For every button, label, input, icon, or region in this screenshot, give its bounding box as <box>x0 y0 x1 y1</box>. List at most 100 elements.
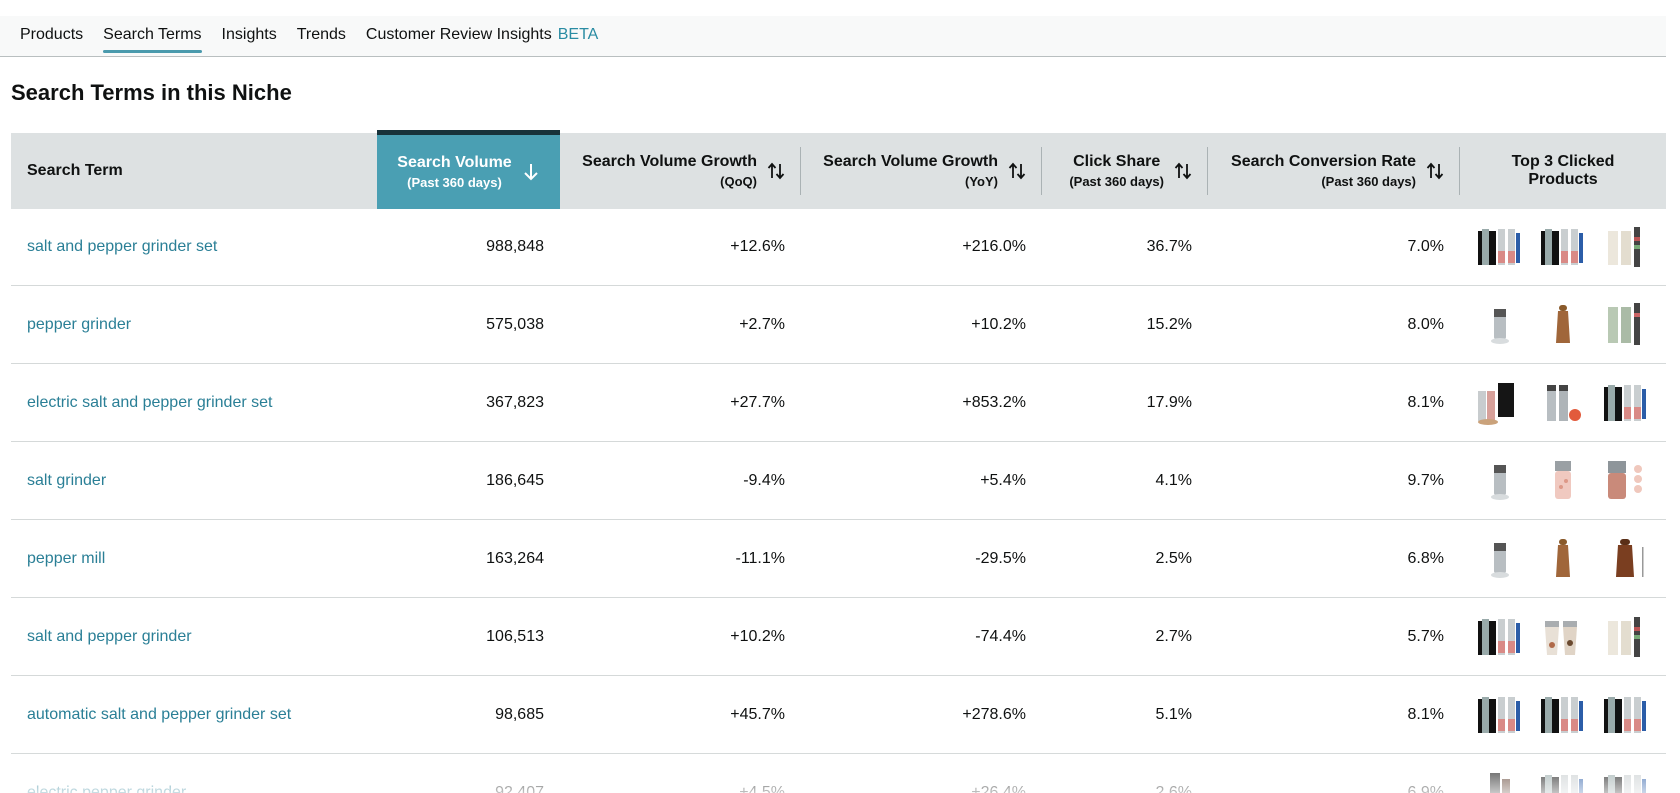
product-thumbnail[interactable] <box>1539 691 1587 739</box>
table-row: electric salt and pepper grinder set 367,… <box>11 363 1666 442</box>
sort-icon[interactable] <box>1174 161 1192 181</box>
header-label: Search Volume Growth <box>823 152 998 170</box>
search-volume-cell: 367,823 <box>377 363 560 442</box>
header-growth-qoq[interactable]: Search Volume Growth (QoQ) <box>560 132 801 209</box>
growth-qoq-cell: +2.7% <box>560 285 801 364</box>
sort-icon[interactable] <box>767 161 785 181</box>
search-volume-cell: 163,264 <box>377 519 560 598</box>
header-search-term: Search Term <box>11 132 377 209</box>
search-term-link[interactable]: salt and pepper grinder set <box>27 238 218 255</box>
search-term-cell: salt grinder <box>11 441 377 520</box>
header-label: Search Term <box>27 161 123 179</box>
search-term-link[interactable]: automatic salt and pepper grinder set <box>27 705 292 723</box>
growth-yoy-cell: +5.4% <box>801 441 1042 520</box>
top-products-cell <box>1460 519 1666 598</box>
search-volume-cell: 106,513 <box>377 597 560 676</box>
column-separator <box>1459 146 1460 195</box>
product-thumbnails <box>1476 690 1650 740</box>
search-term-link[interactable]: pepper mill <box>27 549 106 567</box>
product-thumbnail[interactable] <box>1602 223 1650 271</box>
growth-yoy-cell: +26.4% <box>801 753 1042 793</box>
product-thumbnail[interactable] <box>1602 691 1650 739</box>
search-term-link[interactable]: salt grinder <box>27 471 107 489</box>
column-separator <box>1041 146 1042 195</box>
growth-yoy-cell: +853.2% <box>801 363 1042 442</box>
header-growth-yoy[interactable]: Search Volume Growth (YoY) <box>801 132 1042 209</box>
growth-qoq-cell: +12.6% <box>560 209 801 286</box>
growth-yoy-cell: +278.6% <box>801 675 1042 754</box>
search-term-link[interactable]: salt and pepper grinder <box>27 627 192 645</box>
header-search-volume[interactable]: Search Volume (Past 360 days) <box>377 130 560 209</box>
sort-icon[interactable] <box>1426 161 1444 181</box>
product-thumbnail[interactable] <box>1476 223 1524 271</box>
sort-icon[interactable] <box>1008 161 1026 181</box>
search-term-link[interactable]: electric salt and pepper grinder set <box>27 393 273 411</box>
header-click-share[interactable]: Click Share (Past 360 days) <box>1042 132 1208 209</box>
product-thumbnail[interactable] <box>1602 301 1650 349</box>
tab-trends[interactable]: Trends <box>296 26 346 43</box>
search-volume-cell: 98,685 <box>377 675 560 754</box>
header-conversion-rate[interactable]: Search Conversion Rate (Past 360 days) <box>1208 132 1460 209</box>
product-thumbnail[interactable] <box>1476 535 1524 583</box>
product-thumbnail[interactable] <box>1539 379 1587 427</box>
conversion-rate-cell: 8.0% <box>1208 285 1460 364</box>
header-label: Search Volume <box>397 154 512 171</box>
product-thumbnail[interactable] <box>1476 691 1524 739</box>
product-thumbnails <box>1476 378 1650 428</box>
table-row: electric pepper grinder 92,407 +4.5% +26.4%… <box>11 753 1666 793</box>
conversion-rate-cell: 8.1% <box>1208 675 1460 754</box>
tab-label: Customer Review Insights <box>365 26 552 43</box>
column-separator <box>800 146 801 195</box>
table-row: pepper mill 163,264 -11.1% -29.5% 2.5% 6.8% <box>11 519 1666 598</box>
page-title: Search Terms in this Niche <box>11 80 292 105</box>
tab-customer-review-insights[interactable]: Customer Review Insights BETA <box>366 20 598 52</box>
product-thumbnails <box>1476 534 1650 584</box>
product-thumbnail[interactable] <box>1476 457 1524 505</box>
product-thumbnail[interactable] <box>1602 457 1650 505</box>
click-share-cell: 17.9% <box>1042 363 1208 442</box>
conversion-rate-cell: 9.7% <box>1208 441 1460 520</box>
product-thumbnail[interactable] <box>1539 301 1587 349</box>
product-thumbnail[interactable] <box>1476 379 1524 427</box>
product-thumbnail[interactable] <box>1602 535 1650 583</box>
search-term-link[interactable]: pepper grinder <box>27 315 132 333</box>
tab-search-terms[interactable]: Search Terms <box>103 20 202 53</box>
product-thumbnail[interactable] <box>1602 769 1650 793</box>
product-thumbnails <box>1476 612 1650 662</box>
product-thumbnail[interactable] <box>1539 769 1587 793</box>
product-thumbnail[interactable] <box>1539 613 1587 661</box>
header-label: Search Conversion Rate <box>1231 152 1416 170</box>
growth-qoq-cell: +27.7% <box>560 363 801 442</box>
tab-insights[interactable]: Insights <box>221 26 277 43</box>
click-share-cell: 5.1% <box>1042 675 1208 754</box>
table-body: salt and pepper grinder set 988,848 +12.6%… <box>11 209 1666 793</box>
search-term-link[interactable]: electric pepper grinder <box>27 783 187 793</box>
conversion-rate-cell: 6.8% <box>1208 519 1460 598</box>
product-thumbnail[interactable] <box>1476 301 1524 349</box>
product-thumbnail[interactable] <box>1539 457 1587 505</box>
header-sublabel: (Past 360 days) <box>407 175 502 190</box>
product-thumbnail[interactable] <box>1602 613 1650 661</box>
growth-qoq-cell: -9.4% <box>560 441 801 520</box>
product-thumbnail[interactable] <box>1539 535 1587 583</box>
click-share-cell: 2.5% <box>1042 519 1208 598</box>
tab-products[interactable]: Products <box>20 26 84 43</box>
click-share-cell: 36.7% <box>1042 209 1208 286</box>
search-term-cell: pepper grinder <box>11 285 377 364</box>
top-products-cell <box>1460 209 1666 286</box>
search-volume-cell: 186,645 <box>377 441 560 520</box>
product-thumbnail[interactable] <box>1476 769 1524 793</box>
header-sublabel: (Past 360 days) <box>1321 173 1416 189</box>
growth-yoy-cell: -74.4% <box>801 597 1042 676</box>
conversion-rate-cell: 8.1% <box>1208 363 1460 442</box>
header-label: Search Volume Growth <box>582 152 757 170</box>
product-thumbnails <box>1476 768 1650 793</box>
arrow-down-icon[interactable] <box>522 162 540 182</box>
table-row: salt and pepper grinder 106,513 +10.2% -74.… <box>11 597 1666 676</box>
click-share-cell: 15.2% <box>1042 285 1208 364</box>
product-thumbnail[interactable] <box>1476 613 1524 661</box>
search-term-cell: salt and pepper grinder <box>11 597 377 676</box>
product-thumbnail[interactable] <box>1539 223 1587 271</box>
product-thumbnail[interactable] <box>1602 379 1650 427</box>
growth-qoq-cell: +45.7% <box>560 675 801 754</box>
